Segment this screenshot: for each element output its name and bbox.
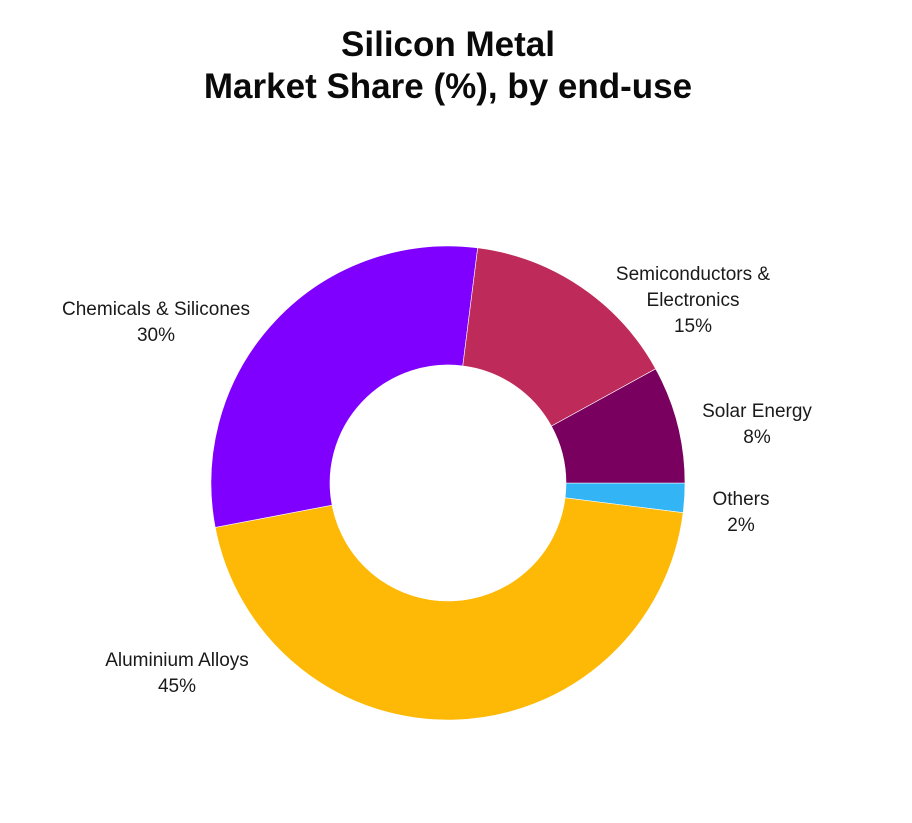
slice-aluminium-alloys — [214, 497, 684, 721]
label-semiconductors-value: 15% — [673, 316, 713, 337]
label-solar-energy-name: Solar Energy — [702, 401, 812, 422]
label-solar-energy-value: 8% — [743, 427, 771, 448]
label-aluminium-alloys-name: Aluminium Alloys — [105, 650, 249, 671]
label-chemicals-silicones-name: Chemicals & Silicones — [62, 299, 250, 320]
label-others-name: Others — [712, 489, 770, 510]
label-aluminium-alloys-value: 45% — [157, 676, 197, 697]
slice-solar-energy — [550, 368, 686, 484]
label-solar-energy: Solar Energy 8% — [702, 399, 812, 451]
label-semiconductors-electronics: Semiconductors & Electronics 15% — [616, 262, 770, 340]
chart-title-line-1: Silicon Metal — [341, 25, 555, 64]
label-aluminium-alloys: Aluminium Alloys 45% — [105, 648, 249, 700]
label-chemicals-silicones-value: 30% — [136, 325, 176, 346]
chart-title: Silicon Metal Market Share (%), by end-u… — [0, 24, 896, 108]
label-semiconductors-name-line-1: Semiconductors & — [615, 264, 771, 285]
label-chemicals-silicones: Chemicals & Silicones 30% — [62, 297, 250, 349]
label-semiconductors-name-line-2: Electronics — [646, 290, 740, 311]
chart-title-line-2: Market Share (%), by end-use — [203, 67, 693, 106]
label-others: Others 2% — [712, 487, 769, 539]
slice-semiconductors-electronics — [462, 247, 657, 427]
slice-chemicals-silicones — [210, 245, 479, 528]
label-others-value: 2% — [727, 515, 755, 536]
